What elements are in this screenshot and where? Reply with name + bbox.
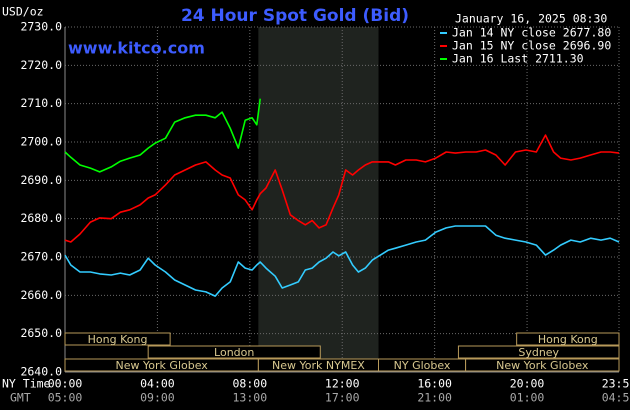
session-label: New York Globex [496, 359, 589, 372]
x-row-label: GMT [10, 391, 31, 405]
session-box [465, 358, 620, 372]
y-tick-label: 2690.0 [20, 173, 62, 187]
session-label: NY Globex [394, 359, 451, 372]
shade-layer [258, 27, 379, 359]
session-box [457, 345, 620, 359]
session-box [64, 332, 171, 346]
session-box [147, 345, 321, 359]
y-tick-label: 2660.0 [20, 288, 62, 302]
x-tick-label: 23:59 [602, 377, 630, 391]
y-unit: USD/oz [2, 5, 44, 19]
y-tick-label: 2670.0 [20, 250, 62, 264]
x-tick-label: 12:00 [325, 377, 360, 391]
legend-label: Jan 16 Last 2711.30 [452, 52, 584, 66]
session-label: London [214, 346, 254, 359]
session-label: New York Globex [116, 359, 209, 372]
session-label: Hong Kong [538, 333, 598, 346]
x-row-label: NY Time [2, 377, 51, 391]
session-box [516, 332, 620, 346]
session-label: New York NYMEX [272, 359, 365, 372]
y-tick-label: 2640.0 [20, 365, 62, 379]
y-tick-label: 2730.0 [20, 20, 62, 34]
session-label: Sydney [518, 346, 559, 359]
x2-tick-label: 05:00 [48, 391, 83, 405]
chart-title: 24 Hour Spot Gold (Bid) [181, 6, 409, 26]
grid-layer [64, 26, 620, 373]
series-line [64, 134, 620, 243]
watermark: www.kitco.com [68, 39, 205, 58]
legend-label: Jan 15 NY close 2696.90 [452, 39, 611, 53]
y-tick-label: 2650.0 [20, 326, 62, 340]
text-layer: 2640.0 2650.0 2660.0 2670.0 2680.0 2690.0 2700… [20, 20, 630, 405]
x2-tick-label: 01:00 [510, 391, 545, 405]
x2-tick-label: 17:00 [325, 391, 360, 405]
series-line [64, 98, 261, 173]
session-label: Hong Kong [88, 333, 148, 346]
x-tick-label: 20:00 [510, 377, 545, 391]
x2-tick-label: 09:00 [140, 391, 175, 405]
x-tick-label: 16:00 [417, 377, 452, 391]
series-line [64, 225, 620, 297]
y-tick-label: 2720.0 [20, 58, 62, 72]
y-tick-label: 2710.0 [20, 96, 62, 110]
x-tick-label: 08:00 [233, 377, 268, 391]
y-tick-label: 2680.0 [20, 211, 62, 225]
session-shade [258, 27, 379, 359]
y-tick-label: 2700.0 [20, 135, 62, 149]
x-tick-label: 04:00 [140, 377, 175, 391]
legend-label: Jan 14 NY close 2677.80 [452, 26, 611, 40]
x2-tick-label: 04:59 [602, 391, 630, 405]
x-tick-label: 00:00 [48, 377, 83, 391]
x2-tick-label: 13:00 [233, 391, 268, 405]
line-layer [64, 98, 620, 297]
x2-tick-label: 21:00 [417, 391, 452, 405]
timestamp: January 16, 2025 08:30 [455, 12, 607, 26]
